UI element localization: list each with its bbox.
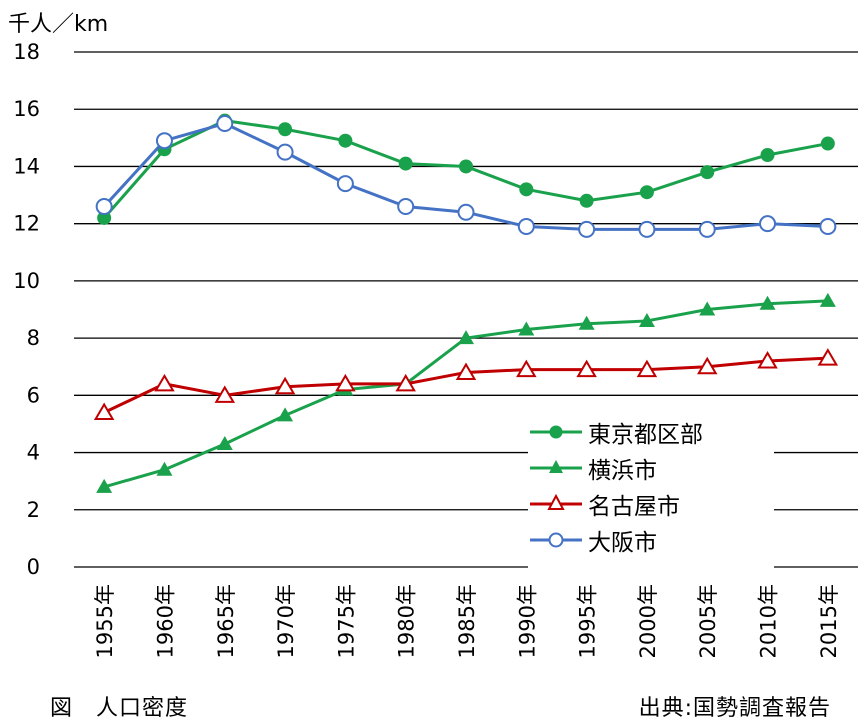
- data-point: [95, 198, 113, 215]
- data-point: [96, 478, 113, 493]
- data-point: [757, 351, 778, 369]
- data-point: [578, 220, 596, 238]
- x-tick-label: 2005年: [696, 584, 720, 658]
- data-point: [276, 143, 294, 161]
- data-point: [638, 220, 656, 238]
- data-point: [156, 461, 173, 476]
- legend-item-nagoya: 名古屋市: [528, 486, 774, 522]
- legend-marker-filled-circle-icon: [530, 425, 582, 439]
- data-point: [277, 407, 294, 422]
- x-tick-label: 2000年: [636, 584, 660, 658]
- data-point: [457, 203, 475, 221]
- y-tick-label: 0: [27, 555, 40, 579]
- data-point: [335, 373, 356, 392]
- data-point: [760, 148, 775, 162]
- data-point: [214, 385, 236, 403]
- data-point: [155, 132, 173, 150]
- data-point: [517, 218, 535, 236]
- data-point: [817, 348, 839, 366]
- legend-marker-open-triangle-icon: [530, 494, 582, 510]
- y-tick-label: 6: [27, 383, 40, 407]
- legend-marker-open-circle-icon: [530, 532, 582, 548]
- y-tick-label: 16: [13, 97, 40, 121]
- x-tick-label: 1970年: [274, 584, 298, 658]
- data-point: [759, 215, 777, 233]
- figure-caption: 図 人口密度: [50, 696, 189, 721]
- source-note: 出典:国勢調査報告: [638, 696, 831, 721]
- x-tick-label: 1960年: [153, 584, 177, 658]
- data-point: [278, 122, 293, 137]
- legend-item-tokyo: 東京都区部: [528, 414, 774, 450]
- chart-legend: 東京都区部 横浜市 名古屋市 大阪市: [528, 414, 774, 568]
- y-tick-label: 12: [13, 212, 40, 236]
- data-point: [819, 292, 836, 307]
- x-tick-label: 2010年: [757, 584, 781, 658]
- data-point: [216, 115, 234, 133]
- data-point: [97, 210, 112, 225]
- data-point: [820, 136, 835, 151]
- legend-label-osaka: 大阪市: [588, 530, 657, 556]
- legend-label-tokyo: 東京都区部: [588, 422, 703, 448]
- data-point: [395, 373, 416, 392]
- data-point: [638, 312, 655, 327]
- y-axis-unit-label: 千人／km: [8, 12, 109, 37]
- data-point: [578, 315, 595, 330]
- data-point: [819, 218, 837, 236]
- legend-item-osaka: 大阪市: [528, 522, 774, 558]
- legend-item-yokohama: 横浜市: [528, 450, 774, 486]
- x-tick-label: 1985年: [455, 584, 479, 658]
- y-tick-label: 8: [27, 326, 40, 350]
- data-point: [216, 435, 233, 450]
- data-point: [459, 159, 473, 174]
- y-tick-label: 2: [27, 498, 40, 522]
- legend-label-nagoya: 名古屋市: [588, 494, 680, 520]
- y-tick-label: 14: [13, 154, 40, 178]
- data-point: [516, 359, 537, 378]
- data-point: [154, 373, 175, 392]
- data-point: [579, 193, 594, 208]
- data-point: [519, 182, 534, 197]
- x-tick-label: 1990年: [515, 584, 539, 658]
- y-tick-label: 10: [13, 269, 40, 293]
- legend-marker-filled-triangle-icon: [530, 460, 582, 473]
- data-point: [700, 165, 715, 180]
- data-point: [576, 359, 597, 378]
- data-point: [518, 321, 535, 336]
- x-tick-label: 1975年: [334, 584, 358, 658]
- x-tick-label: 2015年: [817, 584, 841, 658]
- data-point: [698, 220, 716, 238]
- data-point: [455, 362, 477, 380]
- x-tick-label: 1965年: [214, 584, 238, 658]
- data-point: [274, 376, 296, 395]
- data-point: [696, 356, 718, 375]
- x-tick-label: 1955年: [93, 584, 117, 658]
- data-point: [398, 156, 413, 171]
- legend-label-yokohama: 横浜市: [588, 458, 657, 484]
- data-point: [338, 133, 353, 148]
- data-point: [636, 359, 658, 378]
- data-point: [397, 198, 415, 215]
- y-tick-label: 4: [27, 441, 40, 465]
- x-tick-label: 1980年: [395, 584, 419, 658]
- data-point: [93, 402, 115, 420]
- y-tick-label: 18: [13, 40, 40, 64]
- data-point: [699, 301, 716, 316]
- x-tick-label: 1995年: [576, 584, 600, 658]
- data-point: [458, 330, 474, 345]
- data-point: [639, 185, 654, 200]
- data-point: [336, 175, 354, 193]
- data-point: [759, 295, 776, 310]
